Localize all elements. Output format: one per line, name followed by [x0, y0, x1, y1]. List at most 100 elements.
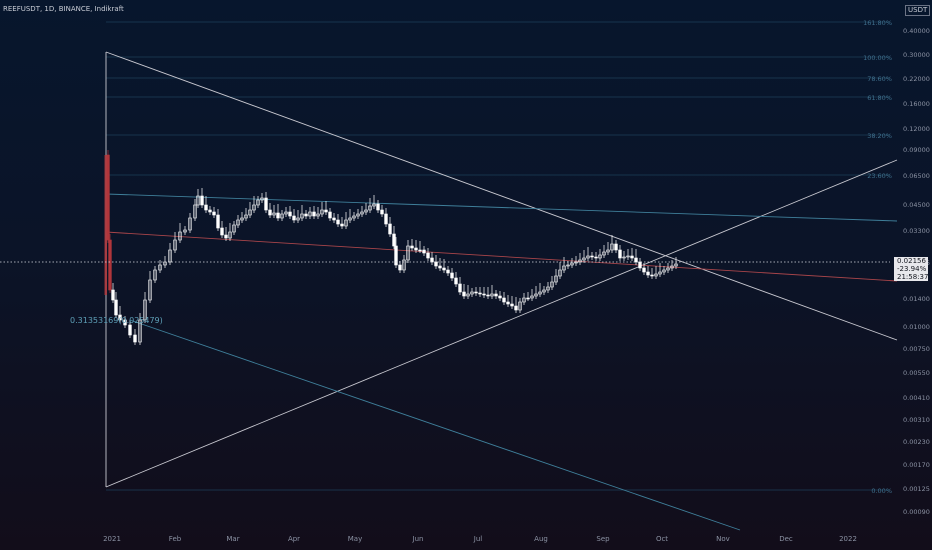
candle-body — [466, 293, 470, 297]
bar-countdown: 21:58:37 — [897, 273, 929, 281]
candle-body — [526, 297, 530, 300]
candle-body — [510, 303, 514, 307]
y-tick-label: 0.03300 — [903, 227, 930, 235]
candle-body — [674, 263, 678, 267]
x-tick-label: Sep — [596, 535, 610, 543]
time-axis: 2021 Feb Mar Apr May Jun Jul Aug Sep Oct Nov Dec 202… — [103, 535, 857, 543]
candle-body — [228, 231, 232, 239]
candle-body — [232, 224, 236, 233]
candle-body — [312, 211, 316, 217]
candle-body — [123, 319, 127, 326]
channel-top[interactable] — [105, 193, 898, 222]
x-tick-label: Apr — [288, 535, 300, 543]
candle-body — [372, 203, 376, 207]
candle-body — [158, 264, 162, 271]
candle-body — [268, 209, 272, 216]
candle-body — [368, 205, 372, 211]
currency-unit-badge[interactable]: USDT — [905, 5, 931, 16]
candle-body — [494, 293, 498, 297]
fib-level-label: 161.80% — [863, 19, 892, 27]
candle-body — [454, 277, 458, 285]
fib-level-label: 78.60% — [867, 75, 892, 83]
x-tick-label: Jun — [412, 535, 424, 543]
candle-body — [118, 314, 122, 321]
trend-descending[interactable] — [105, 51, 898, 341]
candle-body — [518, 301, 522, 311]
candle-body — [582, 257, 586, 261]
candle-body — [606, 249, 610, 253]
candle-body — [446, 269, 450, 274]
candle-body — [502, 297, 506, 303]
candles — [104, 150, 678, 345]
candle-body — [300, 213, 304, 219]
candle-body — [622, 256, 626, 259]
channel-mid[interactable] — [105, 231, 898, 282]
candle-body — [670, 265, 674, 269]
candle-body — [574, 261, 578, 264]
y-tick-label: 0.09000 — [903, 146, 930, 154]
candle-body — [244, 214, 248, 219]
candle-body — [108, 239, 112, 291]
candle-body — [590, 255, 594, 258]
x-tick-label: May — [348, 535, 362, 543]
y-tick-label: 0.30000 — [903, 51, 930, 59]
candle-body — [208, 209, 212, 213]
candle-body — [618, 249, 622, 259]
drawings — [105, 51, 898, 531]
candle-body — [138, 319, 142, 343]
y-tick-label: 0.00125 — [903, 485, 930, 493]
candle-body — [336, 219, 340, 225]
y-tick-label: 0.22000 — [903, 75, 930, 83]
price-change: -23.94% — [897, 265, 927, 273]
candle-body — [474, 291, 478, 294]
x-tick-label: 2021 — [103, 535, 121, 543]
symbol-title[interactable]: REEFUSDT, 1D, BINANCE, Indikraft — [3, 5, 124, 13]
candle-body — [666, 267, 670, 271]
trend-ascending[interactable] — [105, 159, 898, 488]
candle-body — [212, 211, 216, 216]
candle-body — [654, 273, 658, 277]
candle-body — [178, 231, 182, 241]
candle-body — [332, 217, 336, 221]
candle-body — [586, 255, 590, 259]
candle-body — [316, 213, 320, 217]
candle-body — [394, 245, 398, 266]
candle-body — [410, 245, 414, 249]
candle-body — [292, 215, 296, 221]
candle-body — [438, 265, 442, 269]
candle-body — [430, 257, 434, 263]
candle-body — [630, 255, 634, 259]
candle-body — [614, 243, 618, 251]
x-tick-label: Dec — [779, 535, 793, 543]
candle-body — [143, 299, 147, 321]
candle-body — [114, 299, 118, 316]
y-tick-label: 0.00550 — [903, 369, 930, 377]
candle-body — [458, 283, 462, 293]
last-price: 0.02156 — [897, 257, 926, 265]
candle-body — [658, 271, 662, 275]
x-tick-label: Aug — [534, 535, 548, 543]
candle-body — [598, 254, 602, 259]
candle-body — [252, 204, 256, 211]
candle-body — [610, 243, 614, 251]
candle-body — [304, 213, 308, 217]
candle-body — [470, 291, 474, 295]
candle-body — [406, 245, 410, 261]
x-tick-label: Feb — [169, 535, 182, 543]
candle-body — [173, 239, 177, 251]
candle-body — [320, 209, 324, 215]
candle-body — [522, 297, 526, 303]
candle-body — [442, 267, 446, 271]
candle-body — [646, 271, 650, 276]
candle-body — [216, 214, 220, 229]
y-tick-label: 0.01400 — [903, 295, 930, 303]
channel-bottom[interactable] — [129, 319, 741, 531]
candle-body — [578, 259, 582, 263]
candle-body — [344, 219, 348, 227]
candle-body — [514, 305, 518, 311]
candle-body — [296, 217, 300, 221]
fib-levels: 161.80% 100.00% 78.60% 61.80% 38.20% 23.60% 0.… — [106, 19, 892, 495]
y-tick-label: 0.01000 — [903, 323, 930, 331]
candle-body — [128, 324, 132, 336]
